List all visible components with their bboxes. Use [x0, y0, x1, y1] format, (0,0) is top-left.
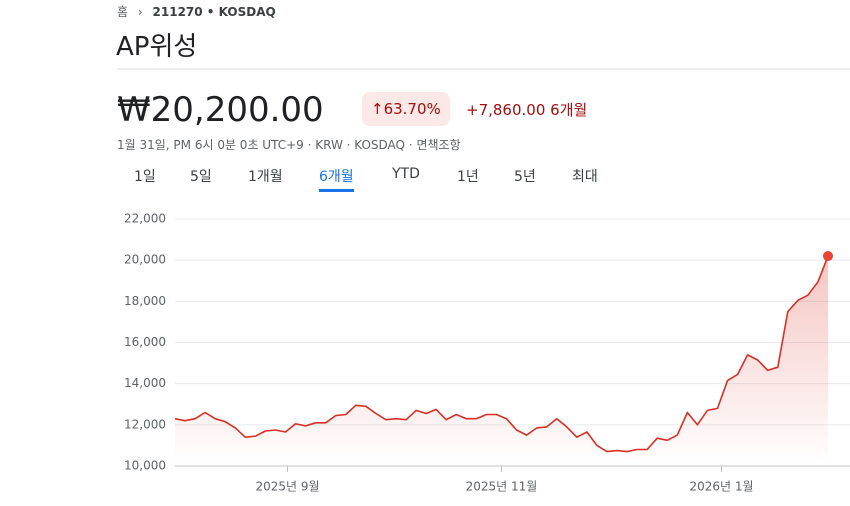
last-point	[823, 251, 833, 262]
stock-title: AP위성	[116, 32, 198, 62]
breadcrumb: 홈 › 211270 • KOSDAQ	[117, 3, 276, 20]
change-period: 6개월	[550, 101, 588, 119]
quote-meta: 1월 31일, PM 6시 0분 0초 UTC+9 · KRW · KOSDAQ…	[117, 138, 461, 152]
breadcrumb-separator: ›	[137, 5, 143, 19]
change-percent: 63.70%	[383, 100, 441, 118]
x-tick-label: 2025년 9월	[255, 480, 319, 494]
x-tick-label: 2025년 11월	[466, 480, 538, 494]
x-tick-label: 2026년 1월	[689, 480, 753, 494]
change-amount: +7,860.00	[466, 101, 546, 119]
range-tab[interactable]: 5년	[514, 169, 536, 185]
range-tab[interactable]: 1년	[457, 169, 479, 185]
y-tick-label: 14,000	[124, 376, 166, 390]
range-tab[interactable]: YTD	[392, 166, 420, 182]
arrow-up-icon: ↑	[371, 100, 384, 118]
y-tick-label: 10,000	[124, 459, 166, 473]
y-tick-label: 20,000	[124, 253, 166, 267]
range-tab[interactable]: 6개월	[319, 166, 354, 192]
breadcrumb-ticker: 211270 • KOSDAQ	[152, 5, 276, 19]
y-tick-label: 22,000	[124, 212, 166, 226]
price-line	[174, 255, 829, 453]
range-tab[interactable]: 5일	[190, 169, 212, 185]
y-tick-label: 12,000	[124, 417, 166, 431]
y-tick-label: 18,000	[124, 294, 166, 308]
change-line: +7,860.00 6개월	[466, 99, 587, 120]
range-tab[interactable]: 최대	[572, 169, 598, 185]
range-tab[interactable]: 1개월	[248, 169, 283, 185]
range-tab[interactable]: 1일	[134, 169, 156, 185]
price: ₩20,200.00	[117, 90, 324, 130]
area	[175, 256, 828, 466]
breadcrumb-home[interactable]: 홈	[117, 5, 129, 19]
change-badge: ↑63.70%	[362, 92, 450, 126]
y-tick-label: 16,000	[124, 335, 166, 349]
